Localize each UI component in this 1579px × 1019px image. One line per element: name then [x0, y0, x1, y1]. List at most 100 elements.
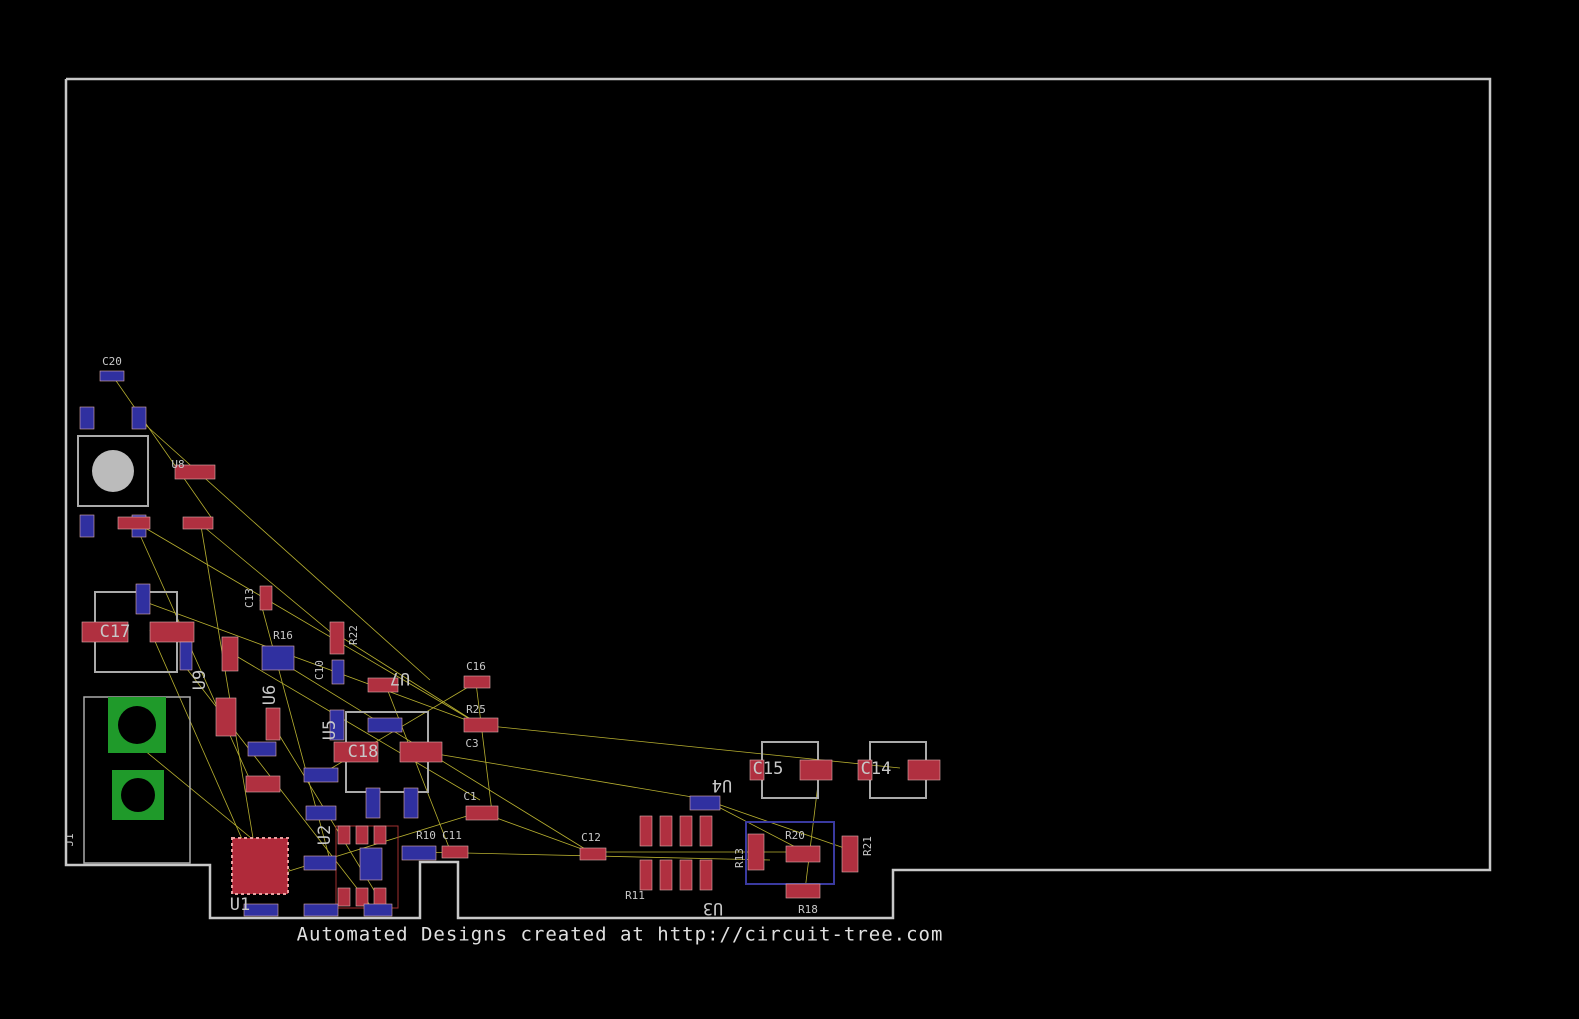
- component-label: R22: [347, 625, 360, 645]
- airwire: [139, 419, 431, 681]
- pad: [135, 583, 151, 615]
- pad: [373, 887, 387, 907]
- airwire: [479, 811, 591, 853]
- airwire: [705, 799, 851, 851]
- component-label: R18: [798, 903, 818, 916]
- switch-knob: [92, 450, 134, 492]
- footer-text: Automated Designs created at http://circ…: [297, 924, 944, 946]
- component-label: C13: [243, 588, 256, 608]
- pad: [441, 845, 469, 859]
- pad: [149, 621, 195, 643]
- airwire: [337, 634, 481, 726]
- component-label: C11: [442, 829, 462, 842]
- pad: [365, 787, 381, 819]
- component-label: U7: [390, 668, 410, 688]
- pad: [81, 621, 129, 643]
- pad: [247, 741, 277, 757]
- airwire: [111, 374, 214, 521]
- pad: [659, 815, 673, 847]
- component-label: U9: [190, 670, 210, 690]
- pad: [679, 815, 693, 847]
- airwire: [139, 534, 251, 781]
- airwire: [475, 682, 493, 813]
- pad: [639, 815, 653, 847]
- component-label: C12: [581, 831, 601, 844]
- component-label: R25: [466, 703, 486, 716]
- component-label: C16: [466, 660, 486, 673]
- pad: [79, 406, 95, 430]
- pad: [747, 833, 765, 871]
- airwire: [225, 649, 481, 801]
- component-label: U8: [171, 458, 184, 471]
- pad: [303, 903, 339, 917]
- pad: [303, 767, 339, 783]
- component-label: C15: [753, 759, 784, 779]
- pad: [699, 859, 713, 891]
- pad: [359, 847, 383, 881]
- airwire: [134, 521, 481, 726]
- pad: [305, 805, 337, 821]
- pad: [367, 677, 399, 693]
- pad: [243, 903, 279, 917]
- component-label: U5: [320, 720, 340, 740]
- airwire: [139, 599, 481, 726]
- pad: [337, 887, 351, 907]
- pad: [463, 675, 491, 689]
- pad: [333, 741, 379, 763]
- footprints: [77, 370, 941, 917]
- airwire: [385, 685, 451, 851]
- airwire: [259, 811, 481, 881]
- component-label: C18: [348, 742, 379, 762]
- airwire: [704, 799, 806, 853]
- pad: [689, 795, 721, 811]
- pad: [749, 759, 765, 781]
- hole: [118, 706, 156, 744]
- component-label: U1: [230, 895, 250, 915]
- component-label: C17: [100, 622, 131, 642]
- pad: [679, 859, 693, 891]
- pad: [799, 759, 833, 781]
- pad: [355, 825, 369, 845]
- airwire: [424, 751, 711, 801]
- labels: C20 U8 C17 J1 U1 C13 R16 R22 C10 U9 U6 U5 C18 U7 C16 R2…: [63, 355, 891, 918]
- switch-body: [77, 435, 149, 507]
- component-label: C3: [465, 737, 478, 750]
- pad: [261, 645, 295, 671]
- pad: [179, 641, 193, 671]
- pad: [337, 825, 351, 845]
- pad: [355, 887, 369, 907]
- component-label: C14: [861, 759, 892, 779]
- component-label: C1: [463, 790, 476, 803]
- pad: [785, 883, 821, 899]
- pad: [331, 659, 345, 685]
- component-label: R16: [273, 629, 293, 642]
- pad: [465, 805, 499, 821]
- pad: [329, 709, 345, 741]
- hole: [121, 778, 155, 812]
- pad: [99, 370, 125, 382]
- pad: [79, 514, 95, 538]
- pad: [303, 855, 337, 871]
- pad: [639, 859, 653, 891]
- pad: [131, 406, 147, 430]
- pad: [329, 621, 345, 655]
- pad: [401, 845, 437, 861]
- pad: [245, 775, 281, 793]
- component-label: J1: [63, 833, 76, 846]
- component-label: R20: [785, 829, 805, 842]
- ic-body: [231, 837, 289, 895]
- pad: [399, 741, 443, 763]
- pad: [659, 859, 673, 891]
- pad: [174, 464, 216, 480]
- pad: [785, 845, 821, 863]
- pad: [117, 516, 151, 530]
- component-label: R21: [861, 836, 874, 856]
- pad: [363, 903, 393, 917]
- pad: [699, 815, 713, 847]
- pad: [373, 825, 387, 845]
- pad: [463, 717, 499, 733]
- pad: [857, 759, 873, 781]
- component-label: U3: [703, 898, 723, 918]
- pad: [403, 787, 419, 819]
